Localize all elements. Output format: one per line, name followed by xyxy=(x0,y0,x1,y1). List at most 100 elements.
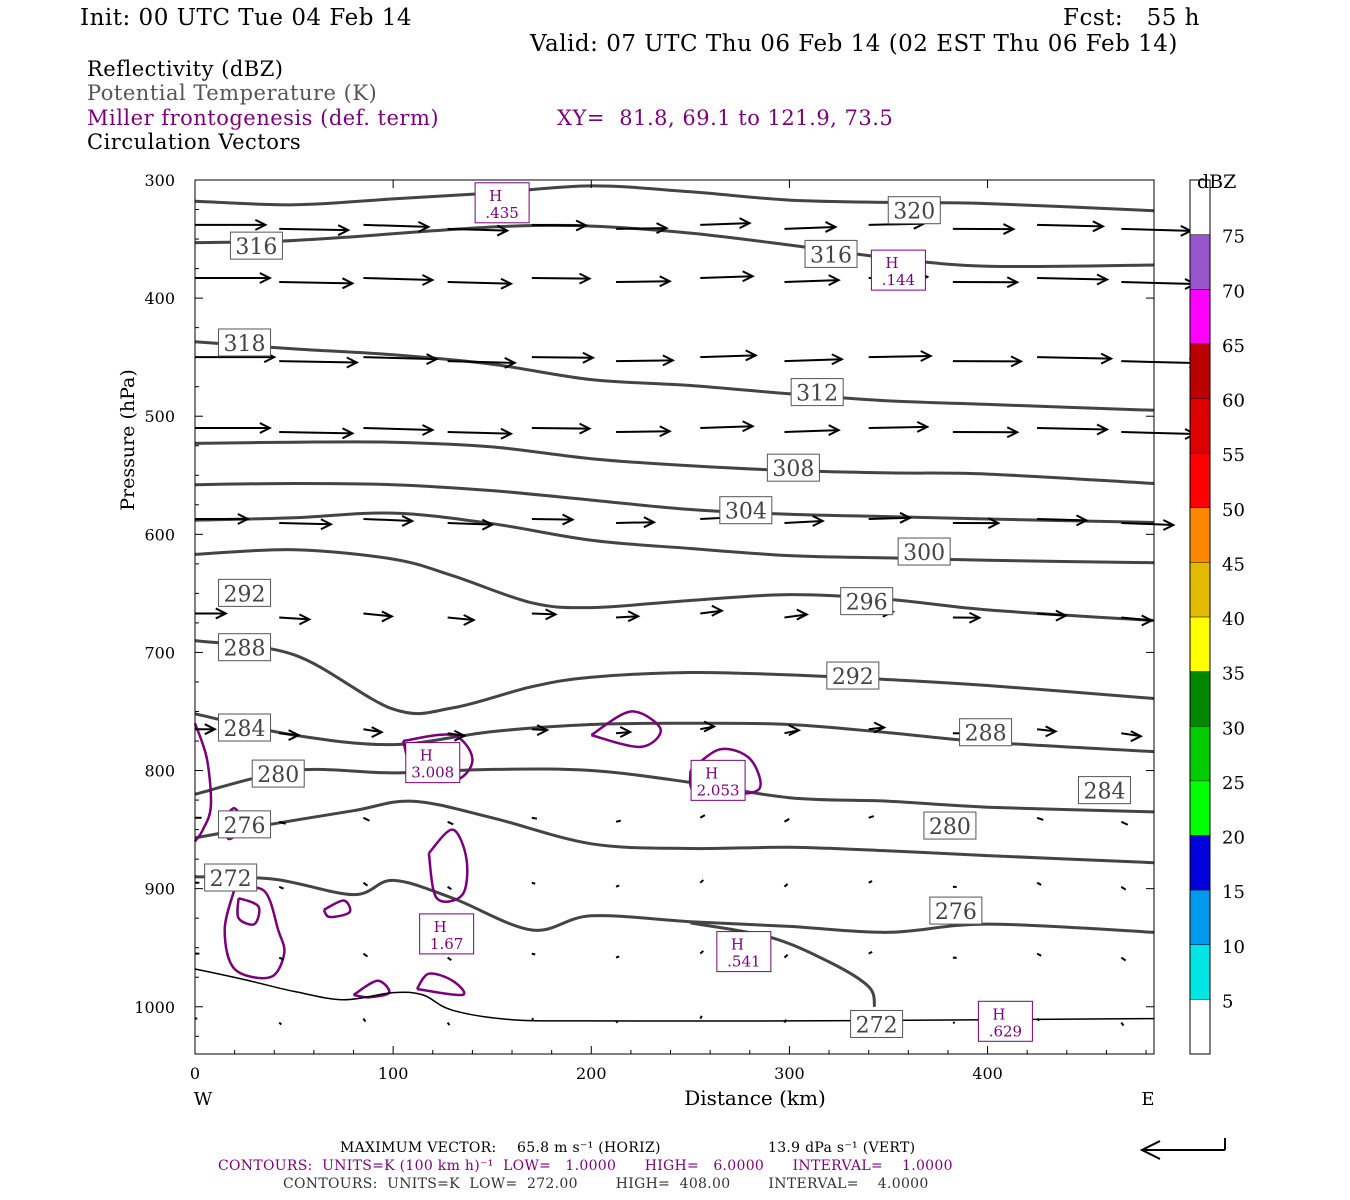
svg-text:292: 292 xyxy=(832,665,874,690)
theta-contour-label: 312 xyxy=(790,378,844,407)
circulation-vector xyxy=(1036,816,1044,821)
title-reflectivity: Reflectivity (dBZ) xyxy=(87,57,284,81)
theta-contour-label: 284 xyxy=(218,713,272,742)
max-vector-vert: 13.9 dPa s⁻¹ (VERT) xyxy=(768,1140,916,1156)
svg-text:.629: .629 xyxy=(989,1022,1022,1040)
frontogenesis-max-label: H3.008 xyxy=(405,742,461,784)
theta-contour-line-9 xyxy=(194,767,1155,814)
svg-text:300: 300 xyxy=(903,541,945,566)
colorbar-label: 60 xyxy=(1222,391,1245,412)
circulation-vector xyxy=(783,953,789,959)
theta-contour-label: 284 xyxy=(1077,776,1131,805)
theta-contour-line-0 xyxy=(194,184,1155,213)
x-tick-label: 400 xyxy=(972,1064,1003,1083)
circulation-vector xyxy=(363,515,415,527)
circulation-vector xyxy=(1037,352,1114,365)
colorbar-label: 20 xyxy=(1222,828,1245,849)
colorbar-swatch xyxy=(1190,617,1210,672)
circulation-vector xyxy=(195,513,251,525)
frontogenesis-contour-6 xyxy=(427,828,469,903)
init-time: Init: 00 UTC Tue 04 Feb 14 xyxy=(80,5,413,31)
circulation-vector xyxy=(1120,820,1129,826)
theta-contour-line-7 xyxy=(194,639,1155,716)
svg-text:308: 308 xyxy=(772,457,814,482)
colorbar-swatch xyxy=(1190,234,1210,290)
circulation-vector xyxy=(1121,519,1176,531)
valid-time: Valid: 07 UTC Thu 06 Feb 14 (02 EST Thu … xyxy=(530,31,1178,57)
theta-contour-label: 276 xyxy=(218,810,272,839)
circulation-vector xyxy=(1120,1021,1125,1027)
title-frontogenesis: Miller frontogenesis (def. term) xyxy=(87,106,440,130)
circulation-vector xyxy=(868,950,873,955)
colorbar-unit: dBZ xyxy=(1197,171,1236,193)
circulation-vector xyxy=(700,270,755,283)
circulation-vector xyxy=(699,814,706,819)
circulation-vector xyxy=(615,1020,619,1024)
theta-contours xyxy=(194,184,1155,1008)
title-theta: Potential Temperature (K) xyxy=(87,81,378,105)
svg-text:2.053: 2.053 xyxy=(697,781,740,799)
frontogenesis-max-label: H.629 xyxy=(977,1000,1033,1042)
frontogenesis-contour-0 xyxy=(193,722,213,843)
svg-text:H: H xyxy=(992,1005,1005,1023)
svg-text:H: H xyxy=(420,747,433,765)
circulation-vector xyxy=(531,1017,535,1021)
svg-text:280: 280 xyxy=(929,815,971,840)
circulation-vector xyxy=(699,879,704,884)
circulation-vector xyxy=(195,422,273,434)
theta-contour-label: 288 xyxy=(218,633,272,662)
forecast-hour: Fcst: 55 h xyxy=(1063,5,1200,31)
colorbar-label: 5 xyxy=(1222,991,1233,1012)
contours-frontogenesis-info: CONTOURS: UNITS=K (100 km h)⁻¹ LOW= 1.00… xyxy=(218,1158,953,1174)
circulation-vector xyxy=(1036,952,1042,957)
frontogenesis-max-label: H.541 xyxy=(716,931,772,973)
svg-text:272: 272 xyxy=(856,1013,898,1038)
colorbar-swatch xyxy=(1190,944,1210,1000)
circulation-vector xyxy=(363,220,431,233)
plot-frame xyxy=(194,179,1155,1055)
frontogenesis-contour-7 xyxy=(590,710,662,749)
circulation-vector xyxy=(615,726,633,738)
circulation-vector xyxy=(1037,514,1089,527)
circulation-vector xyxy=(784,353,845,366)
circulation-vector xyxy=(362,881,369,887)
svg-text:318: 318 xyxy=(224,332,266,357)
axes: 300 400 500 600 700 800 900 1000 0 100 200 300 400 W E xyxy=(134,171,1154,1110)
circulation-vector xyxy=(363,274,435,286)
circulation-vector xyxy=(531,608,558,621)
colorbar-swatch xyxy=(1190,398,1210,454)
colorbar-label: 30 xyxy=(1222,718,1245,739)
circulation-vector xyxy=(447,729,467,742)
theta-contour-label: 308 xyxy=(766,453,820,482)
circulation-vector xyxy=(531,272,592,285)
circulation-vector xyxy=(279,613,312,626)
circulation-vector xyxy=(195,607,229,620)
circulation-vector xyxy=(195,723,218,736)
y-tick-label: 700 xyxy=(144,643,175,662)
y-tick-label: 300 xyxy=(144,171,175,190)
circulation-vector xyxy=(700,420,755,433)
circulation-vector xyxy=(279,427,355,440)
frontogenesis-max-label: H2.053 xyxy=(690,759,746,801)
circulation-vector xyxy=(1121,428,1198,440)
circulation-vector xyxy=(363,424,435,436)
circulation-vector xyxy=(447,224,510,237)
circulation-vector xyxy=(531,351,596,364)
y-axis-label: Pressure (hPa) xyxy=(117,369,139,511)
circulation-vector xyxy=(616,516,657,529)
circulation-vector xyxy=(531,952,536,956)
colorbar-swatch xyxy=(1190,562,1210,617)
circulation-vector xyxy=(1121,730,1144,743)
colorbar-swatch xyxy=(1190,780,1210,836)
frontogenesis-max-label: H.435 xyxy=(474,182,530,224)
colorbar-swatch xyxy=(1190,671,1210,727)
theta-contour-line-8 xyxy=(194,712,1155,754)
circulation-vector xyxy=(278,1021,283,1026)
circulation-vector xyxy=(952,426,1020,439)
theta-contour-label: 292 xyxy=(826,661,880,690)
max-vector-horiz: 65.8 m s⁻¹ (HORIZ) xyxy=(517,1140,661,1156)
colorbar-swatch xyxy=(1190,343,1210,399)
frontogenesis-contour-10 xyxy=(415,972,466,997)
x-axis-label: Distance (km) xyxy=(684,1086,826,1110)
